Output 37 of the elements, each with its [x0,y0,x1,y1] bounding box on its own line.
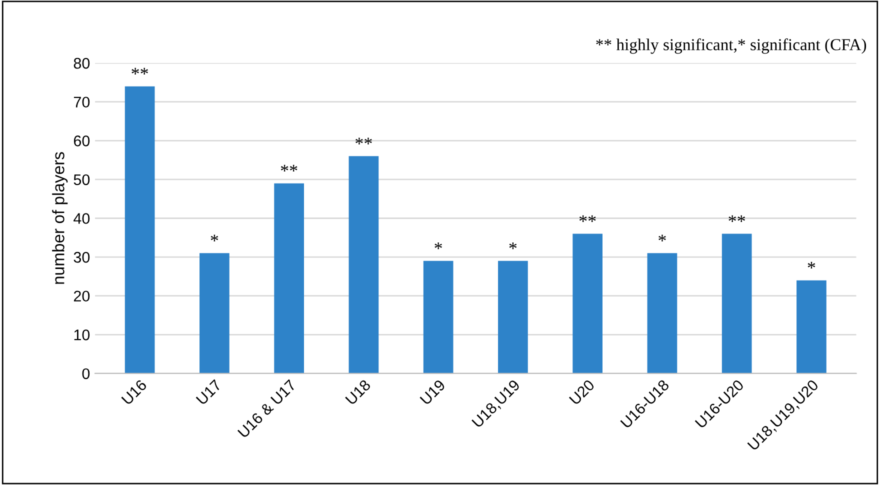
y-tick-label: 0 [82,368,90,380]
annotation: ** [356,138,372,144]
y-tick-label: 40 [74,213,90,224]
annotation: * [434,242,442,250]
bar [796,280,826,374]
y-tick-label: 50 [74,174,90,186]
y-tick-label: 20 [74,290,90,302]
y-tick-label: 10 [74,330,90,340]
bar [647,253,678,374]
text: ** highly significant,* significant (CFA) [596,38,866,54]
bar [348,156,379,374]
bar [722,234,752,374]
annotation: * [808,262,816,269]
annotation: * [210,234,218,242]
x-tick-label: U19 [420,379,446,406]
x-tick-label: U16 [121,379,148,406]
annotation: ** [132,68,148,75]
y-axis-title: number of players [52,152,68,284]
bar [274,183,304,374]
y-tick-label: 60 [74,136,90,146]
bar [200,253,230,374]
x-tick-label: U20 [568,379,596,406]
x-tick-label: U17 [196,379,222,406]
x-tick-label: U16 & U17 [237,379,296,438]
y-tick-label: 70 [74,96,90,108]
annotation: ** [728,215,745,222]
bar [498,260,528,374]
annotation: * [509,242,517,250]
bar [124,86,155,374]
y-tick-label: 30 [74,252,90,263]
y-tick-label: 80 [74,58,90,69]
x-tick-label: U18 [345,379,372,406]
annotation: ** [280,164,298,172]
bar [423,260,454,374]
annotation: ** [579,215,596,222]
annotation: * [658,234,666,242]
bar [572,234,603,374]
